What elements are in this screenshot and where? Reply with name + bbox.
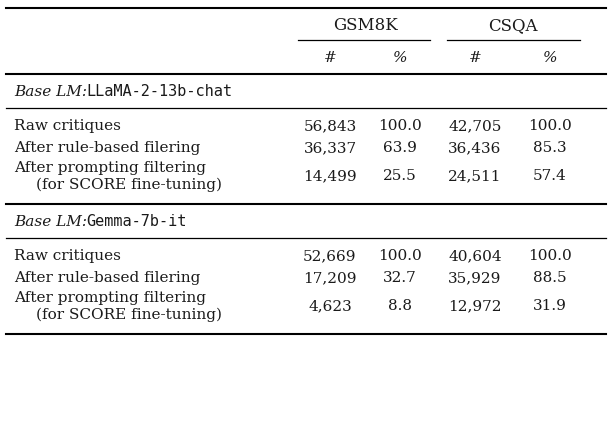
Text: 14,499: 14,499 (303, 169, 357, 184)
Text: LLaMA-2-13b-chat: LLaMA-2-13b-chat (86, 85, 232, 99)
Text: Raw critiques: Raw critiques (14, 249, 121, 263)
Text: 32.7: 32.7 (383, 271, 417, 285)
Text: 40,604: 40,604 (448, 249, 502, 263)
Text: %: % (393, 51, 407, 65)
Text: #: # (324, 51, 337, 65)
Text: CSQA: CSQA (488, 18, 537, 34)
Text: Gemma-7b-it: Gemma-7b-it (86, 215, 187, 230)
Text: 42,705: 42,705 (449, 119, 502, 133)
Text: 24,511: 24,511 (448, 169, 502, 184)
Text: GSM8K: GSM8K (333, 18, 397, 34)
Text: 25.5: 25.5 (383, 169, 417, 184)
Text: 57.4: 57.4 (533, 169, 567, 184)
Text: 36,436: 36,436 (449, 141, 502, 155)
Text: 8.8: 8.8 (388, 300, 412, 313)
Text: 4,623: 4,623 (308, 300, 352, 313)
Text: 88.5: 88.5 (533, 271, 567, 285)
Text: 100.0: 100.0 (378, 119, 422, 133)
Text: (for SCORE fine-tuning): (for SCORE fine-tuning) (36, 308, 222, 322)
Text: After prompting filtering: After prompting filtering (14, 161, 206, 175)
Text: 100.0: 100.0 (378, 249, 422, 263)
Text: 12,972: 12,972 (448, 300, 502, 313)
Text: Raw critiques: Raw critiques (14, 119, 121, 133)
Text: 100.0: 100.0 (528, 119, 572, 133)
Text: After rule-based filering: After rule-based filering (14, 141, 200, 155)
Text: 52,669: 52,669 (304, 249, 357, 263)
Text: 85.3: 85.3 (533, 141, 567, 155)
Text: After prompting filtering: After prompting filtering (14, 291, 206, 305)
Text: %: % (543, 51, 558, 65)
Text: #: # (469, 51, 482, 65)
Text: 31.9: 31.9 (533, 300, 567, 313)
Text: 35,929: 35,929 (449, 271, 502, 285)
Text: 100.0: 100.0 (528, 249, 572, 263)
Text: After rule-based filering: After rule-based filering (14, 271, 200, 285)
Text: 63.9: 63.9 (383, 141, 417, 155)
Text: (for SCORE fine-tuning): (for SCORE fine-tuning) (36, 178, 222, 192)
Text: 56,843: 56,843 (304, 119, 357, 133)
Text: Base LM:: Base LM: (14, 215, 90, 229)
Text: Base LM:: Base LM: (14, 85, 90, 99)
Text: 17,209: 17,209 (304, 271, 357, 285)
Text: 36,337: 36,337 (304, 141, 357, 155)
